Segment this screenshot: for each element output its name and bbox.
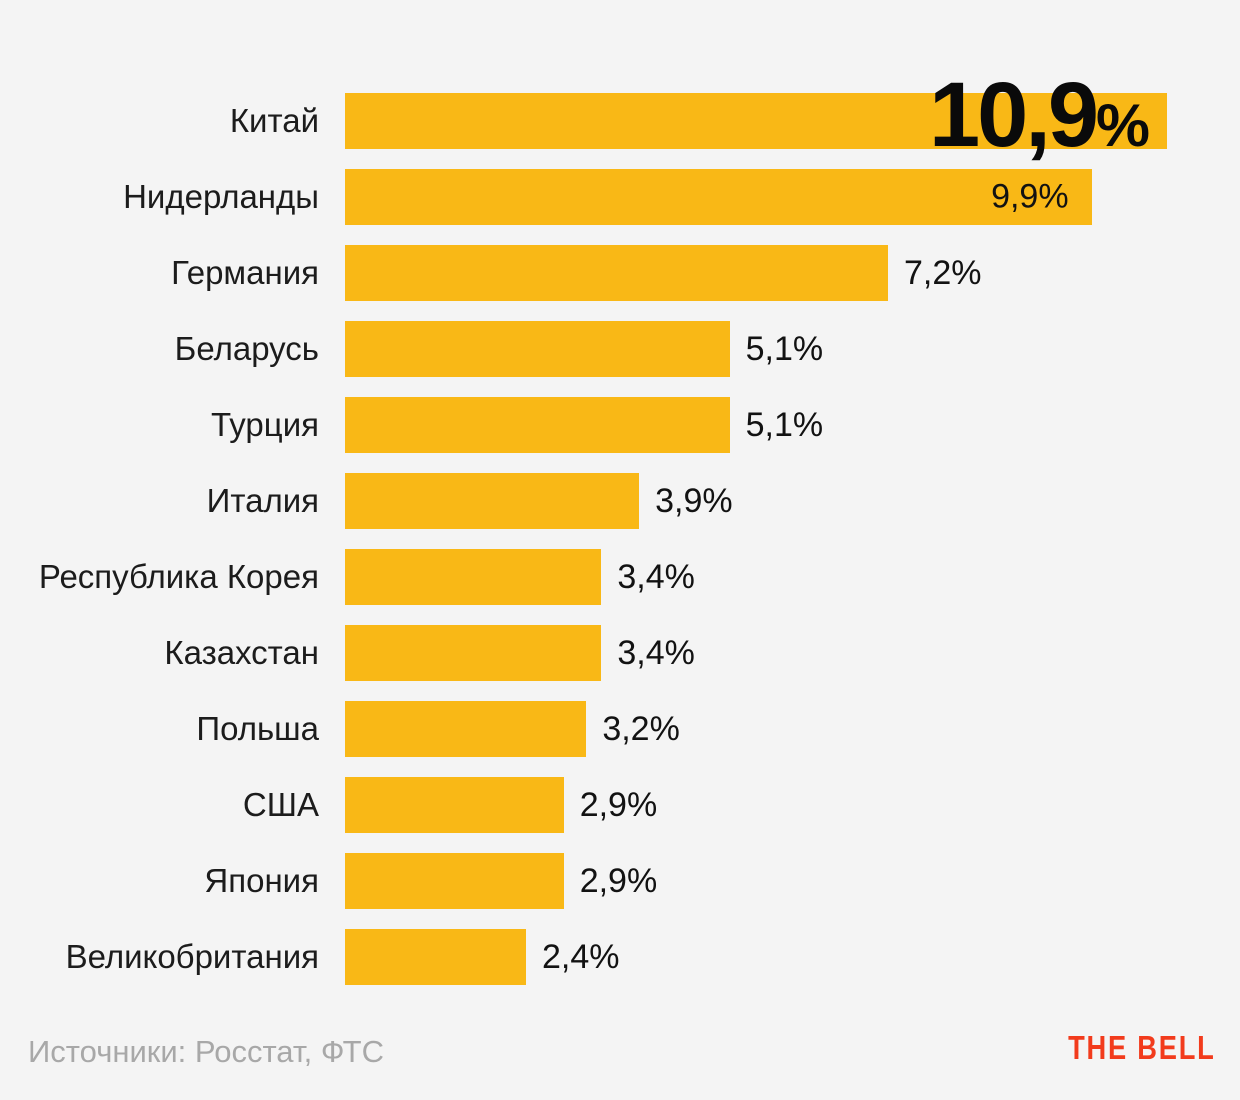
chart-row: США 2,9% xyxy=(0,777,1167,833)
chart-row: Нидерланды 9,9% xyxy=(0,169,1167,225)
chart-row: Республика Корея 3,4% xyxy=(0,549,1167,605)
country-label: Республика Корея xyxy=(38,558,319,595)
the-bell-logo: THE BELL xyxy=(1068,1028,1216,1067)
chart-row: Турция 5,1% xyxy=(0,397,1167,453)
value-label: 2,9% xyxy=(579,861,658,900)
bar xyxy=(345,853,564,909)
country-label: Великобритания xyxy=(65,938,319,975)
percent-sign: % xyxy=(1096,91,1150,159)
bar: 9,9% xyxy=(345,169,1092,225)
chart-row: Казахстан 3,4% xyxy=(0,625,1167,681)
country-label: Италия xyxy=(206,482,319,519)
value-label: 5,1% xyxy=(745,329,824,368)
chart-row: Китай 10,9% xyxy=(0,69,1167,161)
source-note: Источники: Росстат, ФТС xyxy=(28,1034,384,1069)
value-label: 5,1% xyxy=(745,405,824,444)
bar xyxy=(345,549,602,605)
value-number: 10,9 xyxy=(928,64,1099,166)
value-label: 3,4% xyxy=(617,557,695,596)
country-label: Германия xyxy=(171,254,319,291)
chart-row: Польша 3,2% xyxy=(0,701,1167,757)
bar xyxy=(345,245,888,301)
value-label: 2,9% xyxy=(579,785,658,824)
chart-row: Великобритания 2,4% xyxy=(0,929,1167,985)
chart-row: Беларусь 5,1% xyxy=(0,321,1167,377)
country-label: США xyxy=(242,786,319,823)
value-label: 3,4% xyxy=(617,633,695,672)
value-label: 3,9% xyxy=(655,481,733,520)
bar xyxy=(345,625,602,681)
bar xyxy=(345,397,730,453)
bar xyxy=(345,777,564,833)
country-label: Турция xyxy=(211,406,319,443)
value-label-large: 10,9% xyxy=(929,69,1150,161)
country-label: Китай xyxy=(229,102,319,139)
country-label: Нидерланды xyxy=(123,178,319,215)
chart-row: Япония 2,9% xyxy=(0,853,1167,909)
country-label: Япония xyxy=(204,862,319,899)
country-label: Беларусь xyxy=(174,330,319,367)
bar xyxy=(345,701,587,757)
bar xyxy=(345,929,526,985)
bar xyxy=(345,321,730,377)
chart-row: Италия 3,9% xyxy=(0,473,1167,529)
value-label: 9,9% xyxy=(991,177,1069,216)
bar-chart: Китай 10,9% Нидерланды 9,9% Германия 7,2… xyxy=(0,69,1167,985)
country-label: Казахстан xyxy=(164,634,319,671)
bar xyxy=(345,473,640,529)
bar: 10,9% xyxy=(345,69,1167,161)
value-label: 3,2% xyxy=(602,709,680,748)
chart-row: Германия 7,2% xyxy=(0,245,1167,301)
value-label: 7,2% xyxy=(903,253,982,292)
country-label: Польша xyxy=(196,710,319,747)
value-label: 2,4% xyxy=(541,937,620,976)
